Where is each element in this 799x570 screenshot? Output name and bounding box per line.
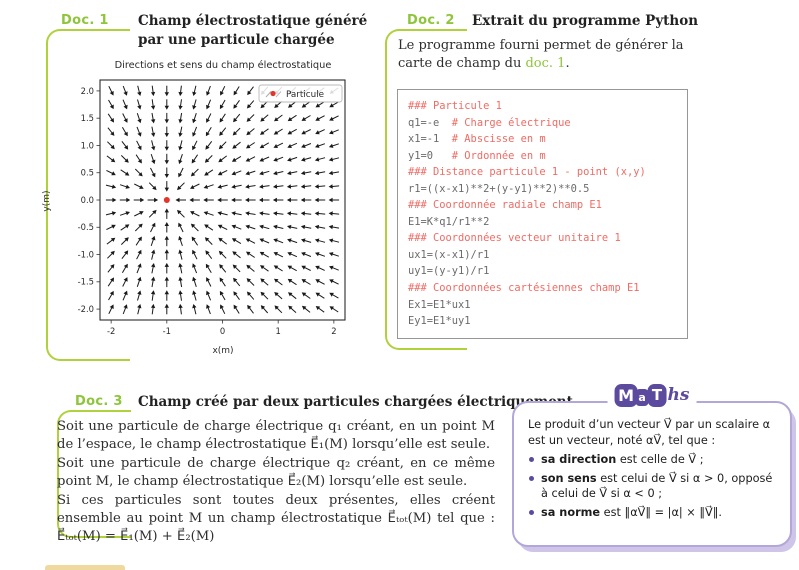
doc1-reference-link: doc. 1 [525,55,566,71]
doc1-title-line1: Champ électrostatique généré [138,13,368,29]
maths-logo-m: M [614,384,638,407]
doc3-bracket [57,410,131,538]
svg-text:0: 0 [220,326,225,336]
plot-legend: Particule [258,84,343,103]
maths-bullet: sa direction est celle de V⃗ ; [528,452,778,468]
svg-text:2: 2 [331,326,336,336]
svg-text:0.5: 0.5 [81,168,94,178]
code-line: ### Coordonnée radiale champ E1 [408,199,602,212]
code-line: ### Particule 1 [408,100,502,112]
code-line: Ex1=E1*ux1 [408,298,471,311]
code-line: y1=0 # Ordonnée en m [408,149,546,162]
legend-label: Particule [286,90,324,100]
doc3-sentence: Si ces particules sont toutes deux prése… [57,492,495,545]
code-line: ### Coordonnées cartésiennes champ E1 [408,282,640,295]
maths-logo-a: a [635,389,649,406]
svg-text:1: 1 [276,326,281,336]
maths-logo: M a T hs [607,384,697,407]
code-line: q1=-e # Charge électrique [408,116,571,129]
maths-bullets: sa direction est celle de V⃗ ; son sens e… [528,452,778,520]
doc2-intro-after: . [565,55,570,71]
doc2-label: Doc. 2 [407,13,455,28]
svg-text:-1: -1 [163,326,171,336]
code-line: r1=((x-x1)**2+(y-y1)**2)**0.5 [408,182,590,195]
doc2-bracket [385,29,467,350]
next-section-edge [45,565,125,570]
x-axis-label: x(m) [212,346,233,356]
plot-title: Directions et sens du champ électrostati… [115,59,332,71]
doc3-title: Champ créé par deux particules chargées … [138,394,573,410]
doc3-text: Soit une particule de charge électrique … [57,418,495,547]
svg-text:0.0: 0.0 [81,195,94,205]
maths-logo-t: T [647,384,667,407]
code-line: ux1=(x-x1)/r1 [408,248,490,261]
quiver-field: -2 -1 0 1 2 -2.0 -1.5 -1.0 -0.5 0.0 0.5 1.0 1.5 2.0 [78,85,340,336]
svg-text:-1.5: -1.5 [78,277,94,287]
svg-text:1.5: 1.5 [81,113,94,123]
y-axis-label: y(m) [42,190,52,211]
doc2-intro: Le programme fourni permet de générer la… [398,37,696,72]
svg-text:1.0: 1.0 [81,140,94,150]
python-code: ### Particule 1 q1=-e # Charge électrique… [397,89,688,339]
doc2-intro-before: Le programme fourni permet de générer la… [398,38,684,71]
doc3-sentence: Soit une particule de charge électrique … [57,419,495,453]
code-line: E1=K*q1/r1**2 [408,215,490,228]
doc2-title: Extrait du programme Python [472,13,699,29]
svg-text:-2: -2 [107,326,115,336]
maths-box: M a T hs Le produit d’un vecteur V⃗ par … [512,384,792,547]
maths-logo-hs: hs [667,384,690,405]
legend-arrow-left [265,91,272,98]
doc3-label: Doc. 3 [75,394,123,409]
svg-text:-2.0: -2.0 [78,304,94,314]
code-line: uy1=(y-y1)/r1 [408,265,490,278]
particle-marker [163,197,170,203]
legend-particle-marker [270,90,276,97]
field-plot: Directions et sens du champ électrostati… [42,59,346,356]
svg-text:-0.5: -0.5 [78,222,94,232]
doc1-bracket [46,29,130,361]
code-line: ### Coordonnées vecteur unitaire 1 [408,232,621,245]
doc3-sentence: Soit une particule de charge électrique … [57,455,495,490]
field-chart: Directions et sens du champ électrostati… [35,55,383,369]
code-line: ### Distance particule 1 - point (x,y) [408,166,646,179]
svg-text:2.0: 2.0 [81,86,94,96]
code-line: x1=-1 # Abscisse en m [408,133,546,146]
doc1-title: Champ électrostatique généré par une par… [138,12,367,50]
maths-intro: Le produit d’un vecteur V⃗ par un scalai… [528,418,771,447]
code-line: Ey1=E1*uy1 [408,315,471,328]
doc1-title-line2: par une particule chargée [138,32,335,48]
svg-text:-1.0: -1.0 [78,249,94,259]
legend-arrow-right [275,91,282,98]
maths-bullet: son sens est celui de V⃗ si α > 0, oppos… [528,471,778,502]
maths-bullet: sa norme est ‖αV⃗‖ = |α| × ‖V⃗‖. [528,505,778,521]
legend-frame [258,84,343,103]
doc1-label: Doc. 1 [61,13,109,28]
